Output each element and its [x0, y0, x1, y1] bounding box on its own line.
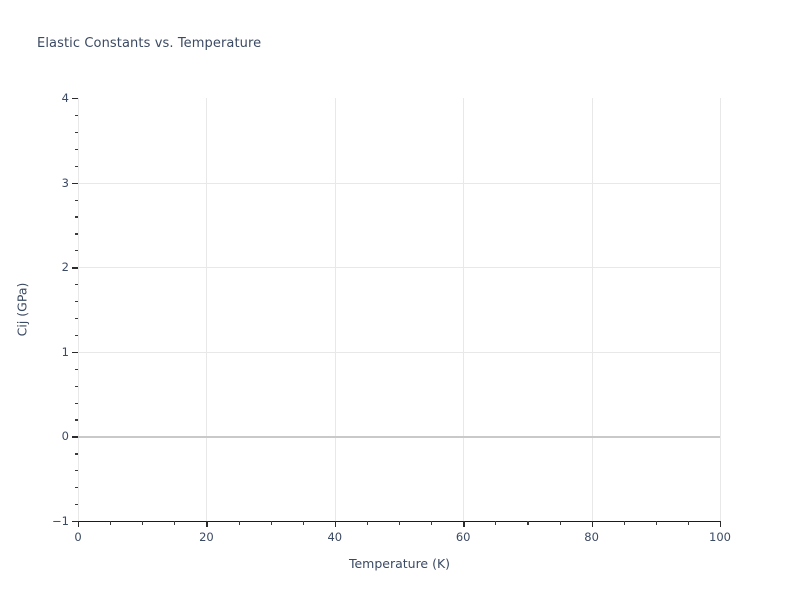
x-tick-minor — [110, 521, 112, 525]
y-tick-minor — [74, 233, 78, 235]
gridline-vertical — [78, 98, 79, 521]
y-tick-major — [72, 351, 78, 354]
x-tick-label: 80 — [584, 530, 599, 544]
y-tick-minor — [74, 216, 78, 218]
x-tick-minor — [431, 521, 433, 525]
x-tick-minor — [559, 521, 561, 525]
y-axis-label-text: Cij (GPa) — [14, 282, 30, 337]
y-tick-minor — [74, 504, 78, 506]
x-tick-minor — [687, 521, 690, 525]
y-tick-major — [72, 267, 78, 269]
x-tick-minor — [527, 521, 529, 525]
y-tick-major — [72, 98, 78, 100]
gridline-vertical — [334, 98, 336, 521]
chart-title: Elastic Constants vs. Temperature — [37, 36, 262, 51]
x-tick-minor — [366, 521, 369, 525]
x-tick-label: 40 — [327, 530, 343, 544]
y-tick-minor — [74, 385, 78, 387]
x-tick-major — [720, 521, 722, 527]
y-tick-minor — [74, 402, 78, 404]
x-tick-minor — [655, 521, 657, 525]
y-tick-label: −1 — [52, 514, 69, 528]
gridline-horizontal — [78, 351, 720, 353]
gridline-horizontal — [78, 182, 720, 184]
x-tick-minor — [495, 521, 497, 525]
x-tick-label: 60 — [455, 530, 471, 544]
y-tick-minor — [74, 317, 78, 320]
x-tick-label: 0 — [74, 530, 82, 544]
y-tick-minor — [74, 114, 78, 117]
y-tick-minor — [74, 165, 78, 167]
gridline-vertical — [206, 98, 208, 521]
gridline-horizontal — [78, 267, 720, 269]
y-tick-major — [72, 182, 78, 184]
y-tick-minor — [74, 301, 78, 303]
data-series-layer — [78, 98, 720, 521]
gridline-vertical — [720, 98, 721, 521]
x-tick-minor — [399, 521, 401, 525]
x-tick-minor — [270, 521, 272, 525]
y-tick-label: 3 — [61, 175, 69, 190]
x-tick-major — [591, 521, 593, 527]
y-tick-major — [72, 436, 78, 438]
y-tick-minor — [74, 334, 78, 337]
x-tick-major — [206, 521, 208, 527]
x-tick-label: 100 — [709, 530, 731, 544]
y-tick-minor — [74, 131, 78, 134]
gridline-zero — [78, 436, 720, 439]
y-tick-minor — [74, 419, 78, 421]
y-tick-minor — [74, 368, 78, 370]
y-tick-label: 4 — [61, 91, 69, 105]
x-tick-minor — [174, 521, 176, 525]
y-tick-minor — [74, 250, 78, 252]
x-tick-major — [463, 521, 465, 527]
y-tick-major — [72, 521, 78, 523]
x-tick-major — [334, 521, 337, 527]
y-tick-minor — [74, 199, 78, 201]
y-axis-label: Cij (GPa) — [13, 98, 31, 521]
x-tick-label: 20 — [199, 530, 214, 544]
gridline-vertical — [463, 98, 465, 521]
y-tick-minor — [74, 284, 78, 286]
y-tick-minor — [74, 487, 78, 489]
x-axis-label-text: Temperature (K) — [348, 556, 451, 571]
gridline-vertical — [591, 98, 593, 521]
x-tick-minor — [623, 521, 625, 525]
y-tick-label: 0 — [61, 429, 69, 444]
x-tick-minor — [238, 521, 240, 525]
x-tick-minor — [302, 521, 304, 525]
y-tick-minor — [74, 148, 78, 150]
y-tick-label: 2 — [61, 260, 69, 275]
x-tick-major — [78, 521, 80, 527]
plot-area: 4 3 2 1 0 −1 0 20 40 60 80 100 — [52, 91, 731, 544]
y-tick-label: 1 — [61, 344, 69, 359]
x-axis-label: Temperature (K) — [0, 556, 800, 571]
y-tick-minor — [74, 470, 78, 472]
y-tick-minor — [74, 453, 78, 455]
x-tick-minor — [142, 521, 144, 525]
